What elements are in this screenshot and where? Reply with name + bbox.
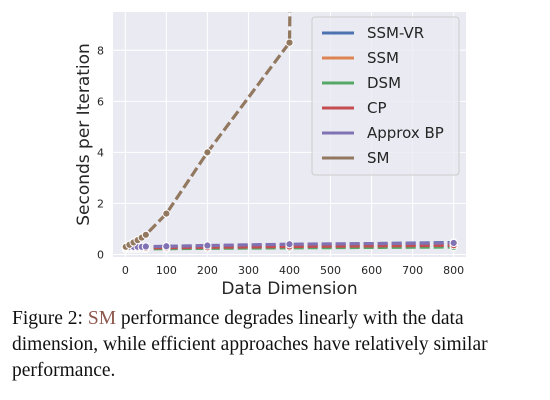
y-axis-label: Seconds per Iteration: [74, 43, 94, 226]
x-tick-label: 200: [197, 264, 218, 277]
data-point: [203, 241, 212, 250]
x-tick-label: 100: [156, 264, 177, 277]
data-point: [449, 238, 458, 248]
legend-label: CP: [367, 99, 387, 117]
data-point: [141, 242, 150, 251]
legend-label: SSM-VR: [367, 24, 424, 42]
legend-label: SM: [367, 149, 389, 167]
figure-caption: Figure 2: SM performance degrades linear…: [12, 306, 540, 384]
legend: SSM-VR SSM DSM CP Approx BP SM: [311, 16, 460, 176]
legend-label: SSM: [367, 49, 399, 67]
series-markers: [121, 38, 458, 253]
chart: 0 100 200 300 400 500 600 700 800 0 2 4 6 8 Data Dime…: [74, 11, 466, 299]
data-point: [285, 240, 294, 249]
x-tick-label: 0: [122, 264, 129, 277]
data-point: [285, 38, 294, 47]
y-tick-label: 2: [97, 197, 104, 210]
legend-label: DSM: [367, 74, 401, 92]
caption-prefix: Figure 2:: [12, 308, 88, 329]
x-tick-label: 300: [238, 264, 259, 277]
tick-labels: 0 100 200 300 400 500 600 700 800 0 2 4 6 8: [97, 44, 464, 277]
y-tick-label: 4: [97, 146, 104, 159]
data-point: [162, 242, 171, 251]
x-tick-label: 400: [279, 264, 300, 277]
x-tick-label: 600: [361, 264, 382, 277]
data-point: [162, 209, 171, 218]
legend-label: Approx BP: [367, 124, 444, 142]
y-tick-label: 0: [97, 248, 104, 261]
y-tick-label: 8: [97, 44, 104, 57]
caption-text: performance degrades linearly with the d…: [12, 308, 488, 381]
x-tick-label: 700: [402, 264, 423, 277]
x-axis-label: Data Dimension: [221, 279, 357, 299]
caption-highlight: SM: [87, 308, 117, 329]
y-tick-label: 6: [97, 95, 104, 108]
data-point: [141, 230, 150, 239]
x-tick-label: 500: [320, 264, 341, 277]
data-point: [203, 148, 212, 157]
x-tick-label: 800: [443, 264, 464, 277]
